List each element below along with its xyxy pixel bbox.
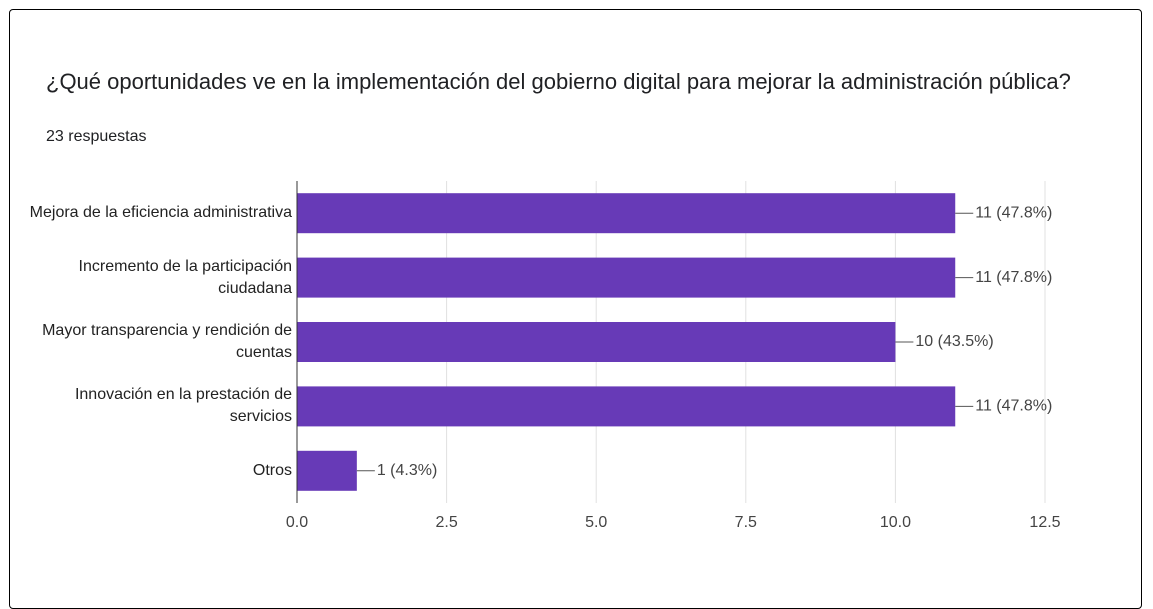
value-label: 11 (47.8%) — [975, 269, 1052, 286]
bar — [297, 322, 896, 362]
x-tick-label: 5.0 — [585, 514, 607, 531]
value-label: 1 (4.3%) — [377, 462, 437, 479]
x-tick-label: 12.5 — [1029, 514, 1060, 531]
bar — [297, 193, 956, 234]
page: ¿Qué oportunidades ve en la implementaci… — [9, 9, 1142, 609]
value-label: 11 (47.8%) — [975, 204, 1052, 221]
x-tick-label: 10.0 — [880, 514, 911, 531]
y-tick-label: Otros — [252, 461, 292, 479]
chart-subtitle: 23 respuestas — [46, 128, 147, 145]
y-tick-label: Mejora de la eficiencia administrativa — [29, 204, 292, 222]
y-tick-label: Incremento de la participación ciudadana — [78, 257, 292, 297]
x-tick-label: 7.5 — [735, 514, 757, 531]
bar — [297, 386, 956, 427]
value-label: 11 (47.8%) — [975, 398, 1052, 415]
chart-title: ¿Qué oportunidades ve en la implementaci… — [46, 69, 1071, 94]
value-label: 10 (43.5%) — [915, 333, 993, 350]
y-tick-label: Innovación en la prestación de servicios — [74, 386, 292, 426]
y-tick-label: Mayor transparencia y rendición de cuent… — [42, 322, 292, 361]
bar — [297, 257, 956, 298]
chart: 0.0 2.5 5.0 7.5 10.0 12.5 11 (47.8%) 11 (47.8%)… — [286, 181, 1061, 531]
x-tick-label: 2.5 — [435, 514, 457, 531]
bar — [297, 450, 357, 491]
x-tick-label: 0.0 — [286, 514, 308, 531]
